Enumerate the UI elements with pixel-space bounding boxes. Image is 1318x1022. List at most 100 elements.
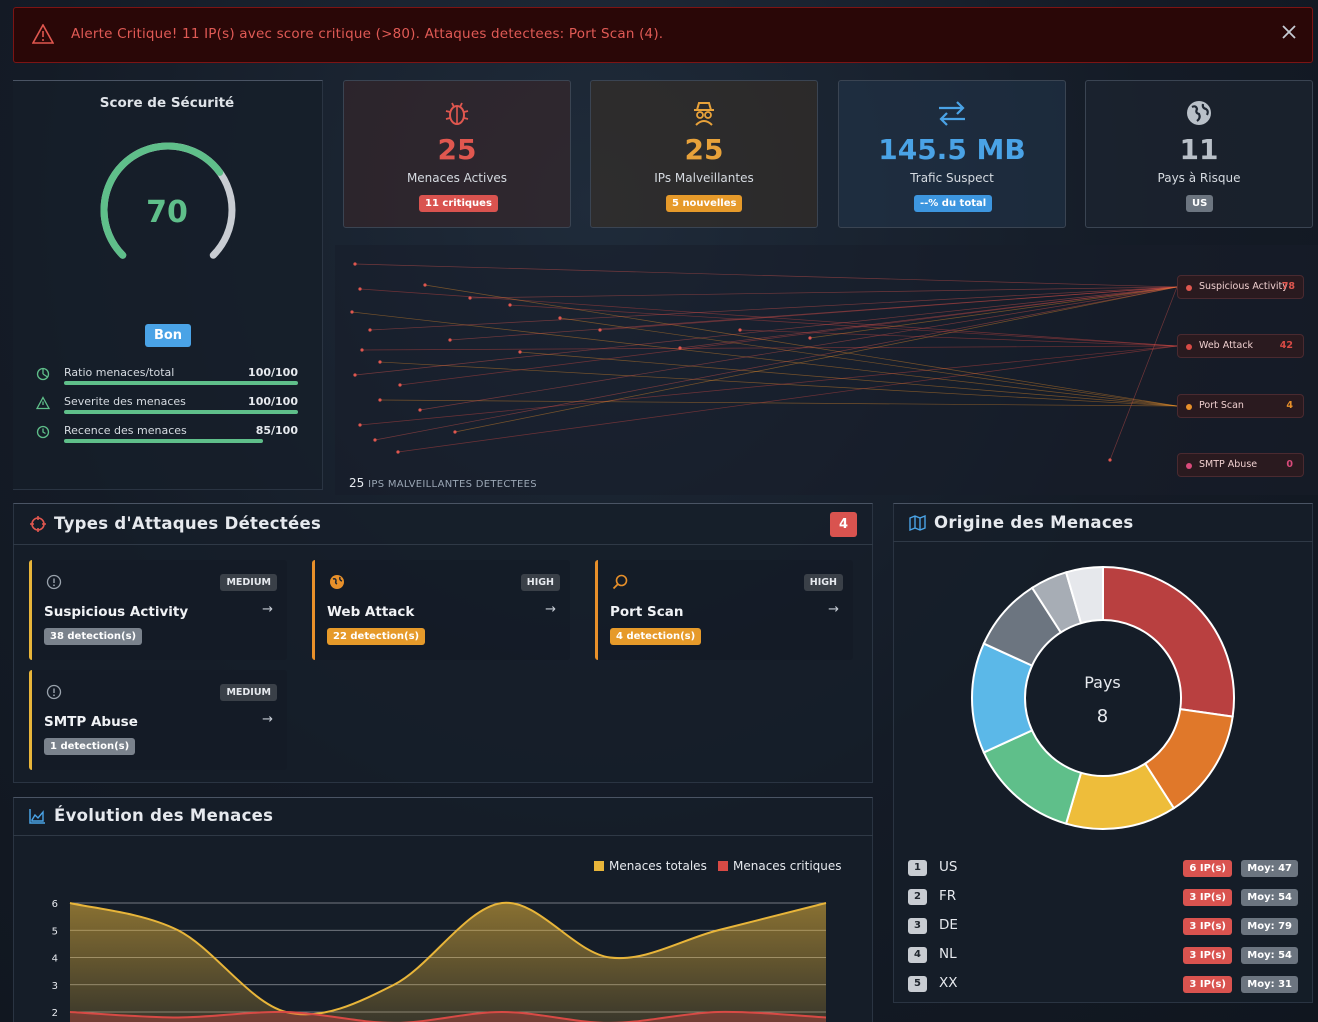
flow-line	[808, 286, 1178, 340]
arrow-right-icon[interactable]: →	[262, 602, 273, 617]
metric-bar	[64, 410, 298, 414]
card-risk-countries[interactable]: 11 Pays à Risque US	[1085, 80, 1313, 228]
arrow-right-icon[interactable]: →	[545, 602, 556, 617]
legend-swatch	[718, 861, 728, 871]
donut-center-label: Pays	[1084, 673, 1121, 692]
flow-line	[598, 286, 1178, 332]
flow-line	[350, 310, 1178, 407]
origin-title: Origine des Menaces	[934, 513, 1134, 532]
card-value: 11	[1179, 133, 1219, 166]
flow-target-dot	[1186, 463, 1192, 469]
country-row[interactable]: 4 NL 3 IP(s) Moy: 54	[908, 945, 1298, 965]
flow-line	[360, 345, 1178, 352]
country-row[interactable]: 5 XX 3 IP(s) Moy: 31	[908, 974, 1298, 994]
search-icon	[612, 574, 628, 594]
flow-target-smtp-abuse[interactable]: SMTP Abuse 0	[1177, 453, 1304, 477]
critical-alert-banner: Alerte Critique! 11 IP(s) avec score cri…	[13, 7, 1313, 63]
country-row[interactable]: 1 US 6 IP(s) Moy: 47	[908, 858, 1298, 878]
flow-target-port-scan[interactable]: Port Scan 4	[1177, 394, 1304, 418]
donut-center-value: 8	[1096, 706, 1109, 727]
ips-count: 25	[349, 476, 365, 490]
metric-recency: Recence des menaces 85/100	[36, 424, 300, 448]
y-tick-label: 6	[52, 899, 58, 910]
card-value: 25	[437, 133, 477, 166]
country-code: FR	[939, 888, 957, 904]
country-row[interactable]: 2 FR 3 IP(s) Moy: 54	[908, 887, 1298, 907]
attack-name: Web Attack	[327, 604, 415, 620]
legend-label: Menaces totales	[609, 859, 707, 873]
rank-badge: 4	[908, 947, 927, 963]
country-row[interactable]: 3 DE 3 IP(s) Moy: 79	[908, 916, 1298, 936]
legend-critical[interactable]: Menaces critiques	[718, 859, 842, 873]
y-tick-label: 5	[52, 926, 58, 937]
attack-name: Suspicious Activity	[44, 604, 189, 620]
ip-count-badge: 3 IP(s)	[1183, 947, 1232, 964]
warning-icon	[35, 395, 51, 414]
close-icon[interactable]	[1280, 23, 1298, 45]
flow-line	[518, 350, 1178, 407]
flow-target-suspicious-activity[interactable]: Suspicious Activity 78	[1177, 275, 1304, 299]
attack-card-web-attack[interactable]: HIGH Web Attack → 22 detection(s)	[312, 560, 570, 660]
attack-name: Port Scan	[610, 604, 684, 620]
attack-count-badge: 4	[830, 512, 857, 537]
flow-line	[678, 286, 1178, 350]
flow-line	[378, 398, 1178, 407]
card-value: 145.5 MB	[878, 133, 1026, 166]
alert-message: Alerte Critique! 11 IP(s) avec score cri…	[71, 26, 664, 42]
flow-target-dot	[1186, 285, 1192, 291]
severity-badge: MEDIUM	[220, 574, 277, 591]
attack-name: SMTP Abuse	[44, 714, 138, 730]
flow-line	[373, 286, 1178, 442]
flow-target-value: 42	[1279, 340, 1293, 351]
severity-badge: HIGH	[520, 574, 560, 591]
threat-flow-panel	[335, 245, 1318, 495]
attack-card-smtp-abuse[interactable]: MEDIUM SMTP Abuse → 1 detection(s)	[29, 670, 287, 770]
avg-score-badge: Moy: 54	[1241, 889, 1298, 906]
score-status-badge: Bon	[145, 324, 191, 347]
card-active-threats[interactable]: 25 Menaces Actives 11 critiques	[343, 80, 571, 228]
malicious-ips-caption: 25 IPS MALVEILLANTES DETECTEES	[349, 476, 537, 490]
donut-slice-c8[interactable]	[1064, 565, 1104, 625]
flow-target-dot	[1186, 404, 1192, 410]
ips-caption-text: IPS MALVEILLANTES DETECTEES	[368, 479, 537, 490]
series-area-total	[70, 902, 826, 1022]
country-code: DE	[939, 917, 958, 933]
legend-total[interactable]: Menaces totales	[594, 859, 707, 873]
card-malicious-ips[interactable]: 25 IPs Malveillantes 5 nouvelles	[590, 80, 818, 228]
flow-line	[358, 287, 1178, 347]
flow-line	[1108, 286, 1178, 462]
score-title: Score de Sécurité	[99, 95, 235, 111]
series-line-critical	[69, 1010, 827, 1022]
arrow-right-icon[interactable]: →	[828, 602, 839, 617]
attack-card-suspicious-activity[interactable]: MEDIUM Suspicious Activity → 38 detectio…	[29, 560, 287, 660]
country-code: NL	[939, 946, 957, 962]
metric-bar	[64, 381, 298, 385]
card-suspicious-traffic[interactable]: 145.5 MB Trafic Suspect --% du total	[838, 80, 1066, 228]
detection-badge: 38 detection(s)	[44, 628, 143, 645]
card-badge: US	[1186, 195, 1214, 212]
warning-icon	[31, 23, 55, 48]
metric-severity: Severite des menaces 100/100	[35, 395, 300, 419]
country-code: US	[939, 859, 958, 875]
arrow-right-icon[interactable]: →	[262, 712, 273, 727]
flow-line	[558, 316, 1178, 407]
card-badge: 11 critiques	[419, 195, 498, 212]
score-value: 70	[146, 195, 188, 230]
clock-icon	[36, 424, 50, 443]
ip-count-badge: 6 IP(s)	[1183, 860, 1232, 877]
avg-score-badge: Moy: 31	[1241, 976, 1298, 993]
rank-badge: 5	[908, 976, 927, 992]
avg-score-badge: Moy: 79	[1241, 918, 1298, 935]
attack-card-port-scan[interactable]: HIGH Port Scan → 4 detection(s)	[595, 560, 853, 660]
detection-badge: 22 detection(s)	[327, 628, 426, 645]
flow-line	[368, 286, 1178, 332]
metric-value: 85/100	[255, 424, 298, 437]
card-label: Pays à Risque	[1157, 171, 1241, 185]
metric-label: Severite des menaces	[64, 395, 186, 408]
legend-swatch	[594, 861, 604, 871]
y-tick-label: 4	[52, 954, 58, 965]
ip-count-badge: 3 IP(s)	[1183, 918, 1232, 935]
flow-target-web-attack[interactable]: Web Attack 42	[1177, 334, 1304, 358]
donut-slice-us[interactable]	[1102, 565, 1235, 718]
